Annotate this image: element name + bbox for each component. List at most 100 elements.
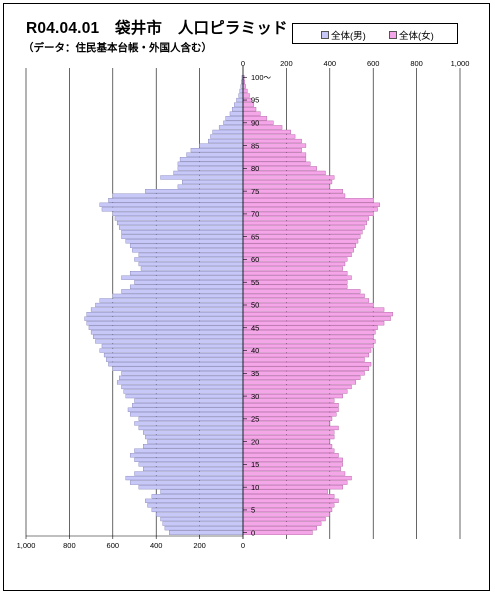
age-tick-label: 15 xyxy=(251,460,259,469)
age-tick-label: 60 xyxy=(251,255,259,264)
age-tick-label: 5 xyxy=(251,506,255,515)
bar-female xyxy=(242,129,291,135)
bar-male xyxy=(112,366,244,371)
bar-male xyxy=(160,489,244,494)
bar-female xyxy=(242,157,307,162)
bar-male xyxy=(138,416,244,421)
bar-male xyxy=(138,485,244,490)
bar-male xyxy=(210,134,244,139)
bar-female xyxy=(242,93,250,98)
bar-male xyxy=(121,371,244,376)
bar-male xyxy=(218,125,244,130)
bar-male xyxy=(143,466,244,472)
bar-female xyxy=(242,521,322,526)
bar-female xyxy=(242,289,361,294)
bar-male xyxy=(134,448,244,453)
bar-male xyxy=(134,257,244,262)
legend-swatch-male xyxy=(321,31,329,40)
bar-female xyxy=(242,503,335,508)
bar-male xyxy=(138,425,244,431)
bar-female xyxy=(242,453,339,458)
bar-male xyxy=(119,225,244,230)
bar-male xyxy=(121,275,244,280)
bar-female xyxy=(242,425,339,431)
bar-male xyxy=(145,498,244,503)
bar-male xyxy=(116,380,244,385)
bar-male xyxy=(129,271,244,276)
bar-male xyxy=(95,339,244,344)
bar-female xyxy=(242,339,376,344)
age-tick-label: 25 xyxy=(251,415,259,424)
bar-female xyxy=(242,507,333,513)
bar-male xyxy=(90,330,244,335)
bar-male xyxy=(108,362,244,367)
bar-female xyxy=(242,220,367,226)
legend-item-male: 全体(男) xyxy=(321,28,366,42)
bar-female xyxy=(242,403,339,408)
bar-female xyxy=(242,302,374,308)
bar-female xyxy=(242,175,335,180)
bar-male xyxy=(177,161,244,166)
bar-male xyxy=(212,129,244,135)
bar-male xyxy=(236,97,244,103)
bar-male xyxy=(112,211,244,217)
bar-male xyxy=(123,389,244,394)
legend-label-male: 全体(男) xyxy=(331,31,366,42)
bar-male xyxy=(86,312,244,317)
age-tick-label: 80 xyxy=(251,164,259,173)
age-tick-label: 65 xyxy=(251,232,259,241)
bar-male xyxy=(190,148,244,153)
bar-male xyxy=(84,316,244,321)
bar-female xyxy=(242,407,339,412)
bar-male xyxy=(156,512,244,517)
chart-subtitle: （データ：住民基本台帳・外国人含む） xyxy=(23,42,212,54)
bar-female xyxy=(242,198,374,203)
bar-male xyxy=(86,321,244,326)
bar-female xyxy=(242,266,343,271)
bar-male xyxy=(88,325,244,330)
bar-male xyxy=(160,516,244,522)
bar-female xyxy=(242,234,361,239)
bar-male xyxy=(103,352,244,358)
bar-female xyxy=(242,216,370,221)
bar-female xyxy=(242,134,296,139)
bar-male xyxy=(225,116,244,121)
axes xyxy=(26,66,247,539)
bar-female xyxy=(242,371,365,376)
x-bottom-tick-label: 400 xyxy=(150,541,163,550)
age-tick-label: 90 xyxy=(251,119,259,128)
bar-male xyxy=(99,298,244,303)
bar-female xyxy=(242,343,374,349)
bar-male xyxy=(132,403,244,408)
bar-female xyxy=(242,321,385,326)
bar-male xyxy=(199,143,244,148)
bar-male xyxy=(223,120,244,125)
bar-female xyxy=(242,498,339,503)
age-tick-label: 0 xyxy=(251,528,255,537)
legend-swatch-female xyxy=(389,31,397,40)
bar-male xyxy=(186,152,244,157)
bar-female xyxy=(242,125,283,130)
bar-male xyxy=(179,157,244,162)
x-top-tick-label: 200 xyxy=(280,59,293,68)
bar-female xyxy=(242,307,385,312)
bar-male xyxy=(134,457,244,462)
age-tick-label: 45 xyxy=(251,323,259,332)
bar-male xyxy=(125,475,244,481)
bar-male xyxy=(121,384,244,390)
bar-male xyxy=(129,480,244,485)
bar-male xyxy=(95,302,244,308)
bar-male xyxy=(164,526,244,531)
bar-male xyxy=(177,166,244,171)
bar-female xyxy=(242,207,378,212)
bar-female xyxy=(242,312,393,317)
bar-female xyxy=(242,380,357,385)
bar-male xyxy=(125,393,244,399)
bar-female xyxy=(242,202,380,207)
bar-male xyxy=(129,284,244,289)
bar-female xyxy=(242,111,261,116)
bar-male xyxy=(125,239,244,244)
age-tick-label: 70 xyxy=(251,210,259,219)
bar-male xyxy=(208,138,244,144)
age-tick-label: 75 xyxy=(251,187,259,196)
